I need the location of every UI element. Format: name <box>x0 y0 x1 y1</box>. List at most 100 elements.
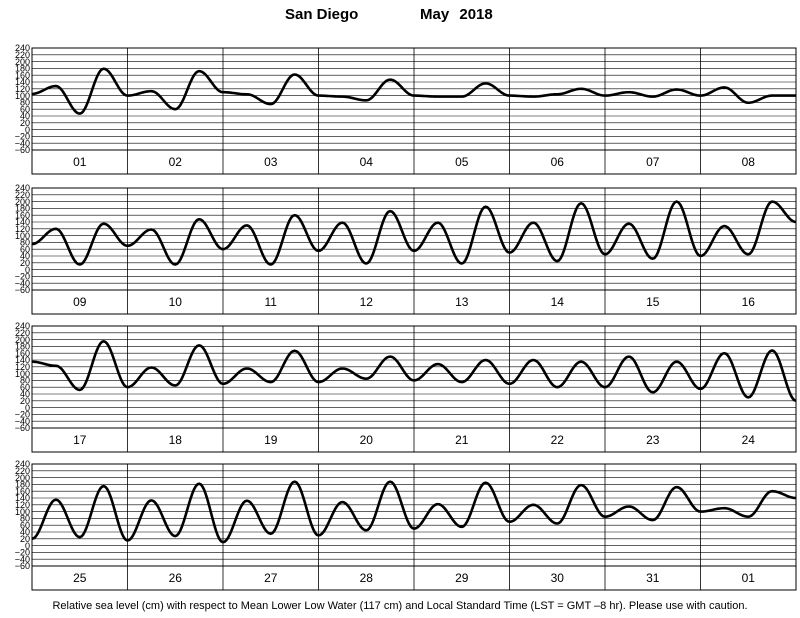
y-tick-label: 200 <box>15 57 30 67</box>
y-tick-label: 220 <box>15 190 30 200</box>
day-label: 14 <box>551 295 565 309</box>
day-label: 05 <box>455 155 469 169</box>
y-tick-label: 80 <box>20 514 30 524</box>
tide-line <box>31 340 797 403</box>
y-tick-label: 160 <box>15 210 30 220</box>
y-tick-label: 120 <box>15 224 30 234</box>
y-tick-label: −40 <box>15 416 30 426</box>
day-label: 06 <box>551 155 565 169</box>
day-label: 03 <box>264 155 278 169</box>
day-label: 28 <box>360 571 374 585</box>
y-tick-label: 220 <box>15 466 30 476</box>
footnote: Relative sea level (cm) with respect to … <box>52 600 748 612</box>
y-tick-label: 240 <box>15 321 30 331</box>
tide-line <box>31 200 797 266</box>
day-label: 27 <box>264 571 278 585</box>
day-label: 12 <box>360 295 374 309</box>
day-label: 10 <box>169 295 183 309</box>
y-tick-label: 220 <box>15 50 30 60</box>
y-tick-label: −20 <box>15 272 30 282</box>
y-tick-label: 120 <box>15 362 30 372</box>
y-tick-label: 140 <box>15 77 30 87</box>
y-tick-label: 160 <box>15 486 30 496</box>
y-tick-label: 0 <box>25 541 30 551</box>
tide-line <box>31 480 797 544</box>
day-label: 24 <box>742 433 756 447</box>
y-tick-label: 180 <box>15 480 30 490</box>
day-label: 13 <box>455 295 469 309</box>
y-tick-label: 180 <box>15 64 30 74</box>
day-label: 17 <box>73 433 87 447</box>
y-tick-label: 100 <box>15 231 30 241</box>
day-label: 22 <box>551 433 565 447</box>
y-tick-label: 240 <box>15 183 30 193</box>
y-tick-label: 240 <box>15 43 30 53</box>
y-tick-label: 20 <box>20 396 30 406</box>
y-tick-label: 40 <box>20 251 30 261</box>
day-label: 15 <box>646 295 660 309</box>
chart-title: San Diego May 2018 <box>0 6 800 28</box>
y-tick-label: 0 <box>25 125 30 135</box>
y-tick-label: 60 <box>20 520 30 530</box>
y-tick-label: 100 <box>15 369 30 379</box>
y-tick-label: 160 <box>15 348 30 358</box>
y-tick-label: −60 <box>15 423 30 433</box>
y-tick-label: −40 <box>15 554 30 564</box>
y-tick-label: −40 <box>15 278 30 288</box>
day-label: 30 <box>551 571 565 585</box>
day-label: 04 <box>360 155 374 169</box>
day-label: 26 <box>169 571 183 585</box>
y-tick-label: −20 <box>15 548 30 558</box>
y-tick-label: 40 <box>20 111 30 121</box>
day-label: 16 <box>742 295 756 309</box>
day-label: 18 <box>169 433 183 447</box>
y-tick-label: 120 <box>15 500 30 510</box>
tide-line <box>31 67 796 115</box>
y-tick-label: 200 <box>15 197 30 207</box>
day-label: 01 <box>73 155 87 169</box>
y-tick-label: 200 <box>15 473 30 483</box>
y-tick-label: 60 <box>20 382 30 392</box>
y-tick-label: 100 <box>15 91 30 101</box>
y-tick-label: −60 <box>15 145 30 155</box>
day-label: 25 <box>73 571 87 585</box>
y-tick-label: 80 <box>20 376 30 386</box>
panel-frame <box>31 325 797 453</box>
y-tick-label: 80 <box>20 238 30 248</box>
y-tick-label: 80 <box>20 98 30 108</box>
y-tick-label: 60 <box>20 244 30 254</box>
day-label: 09 <box>73 295 87 309</box>
y-tick-label: 40 <box>20 389 30 399</box>
title-station: San Diego <box>285 6 359 23</box>
y-tick-label: 200 <box>15 335 30 345</box>
y-tick-label: 160 <box>15 70 30 80</box>
y-tick-label: −60 <box>15 561 30 571</box>
y-tick-label: 20 <box>20 258 30 268</box>
y-tick-label: −60 <box>15 285 30 295</box>
y-tick-label: 120 <box>15 84 30 94</box>
day-label: 29 <box>455 571 469 585</box>
day-label: 23 <box>646 433 660 447</box>
day-label: 20 <box>360 433 374 447</box>
y-tick-label: −20 <box>15 410 30 420</box>
day-label: 01 <box>742 571 756 585</box>
y-tick-label: 180 <box>15 342 30 352</box>
y-tick-label: 100 <box>15 507 30 517</box>
y-tick-label: 220 <box>15 328 30 338</box>
y-tick-label: 0 <box>25 403 30 413</box>
panel-frame <box>31 463 797 591</box>
y-tick-label: 140 <box>15 355 30 365</box>
day-label: 31 <box>646 571 660 585</box>
day-label: 19 <box>264 433 278 447</box>
day-label: 07 <box>646 155 660 169</box>
panel-frame <box>31 187 797 315</box>
y-tick-label: 20 <box>20 534 30 544</box>
y-tick-label: 240 <box>15 459 30 469</box>
panel-frame <box>31 47 797 175</box>
y-tick-label: 40 <box>20 527 30 537</box>
y-tick-label: 140 <box>15 493 30 503</box>
day-label: 02 <box>169 155 183 169</box>
day-label: 21 <box>455 433 469 447</box>
title-period: May 2018 <box>420 6 493 23</box>
